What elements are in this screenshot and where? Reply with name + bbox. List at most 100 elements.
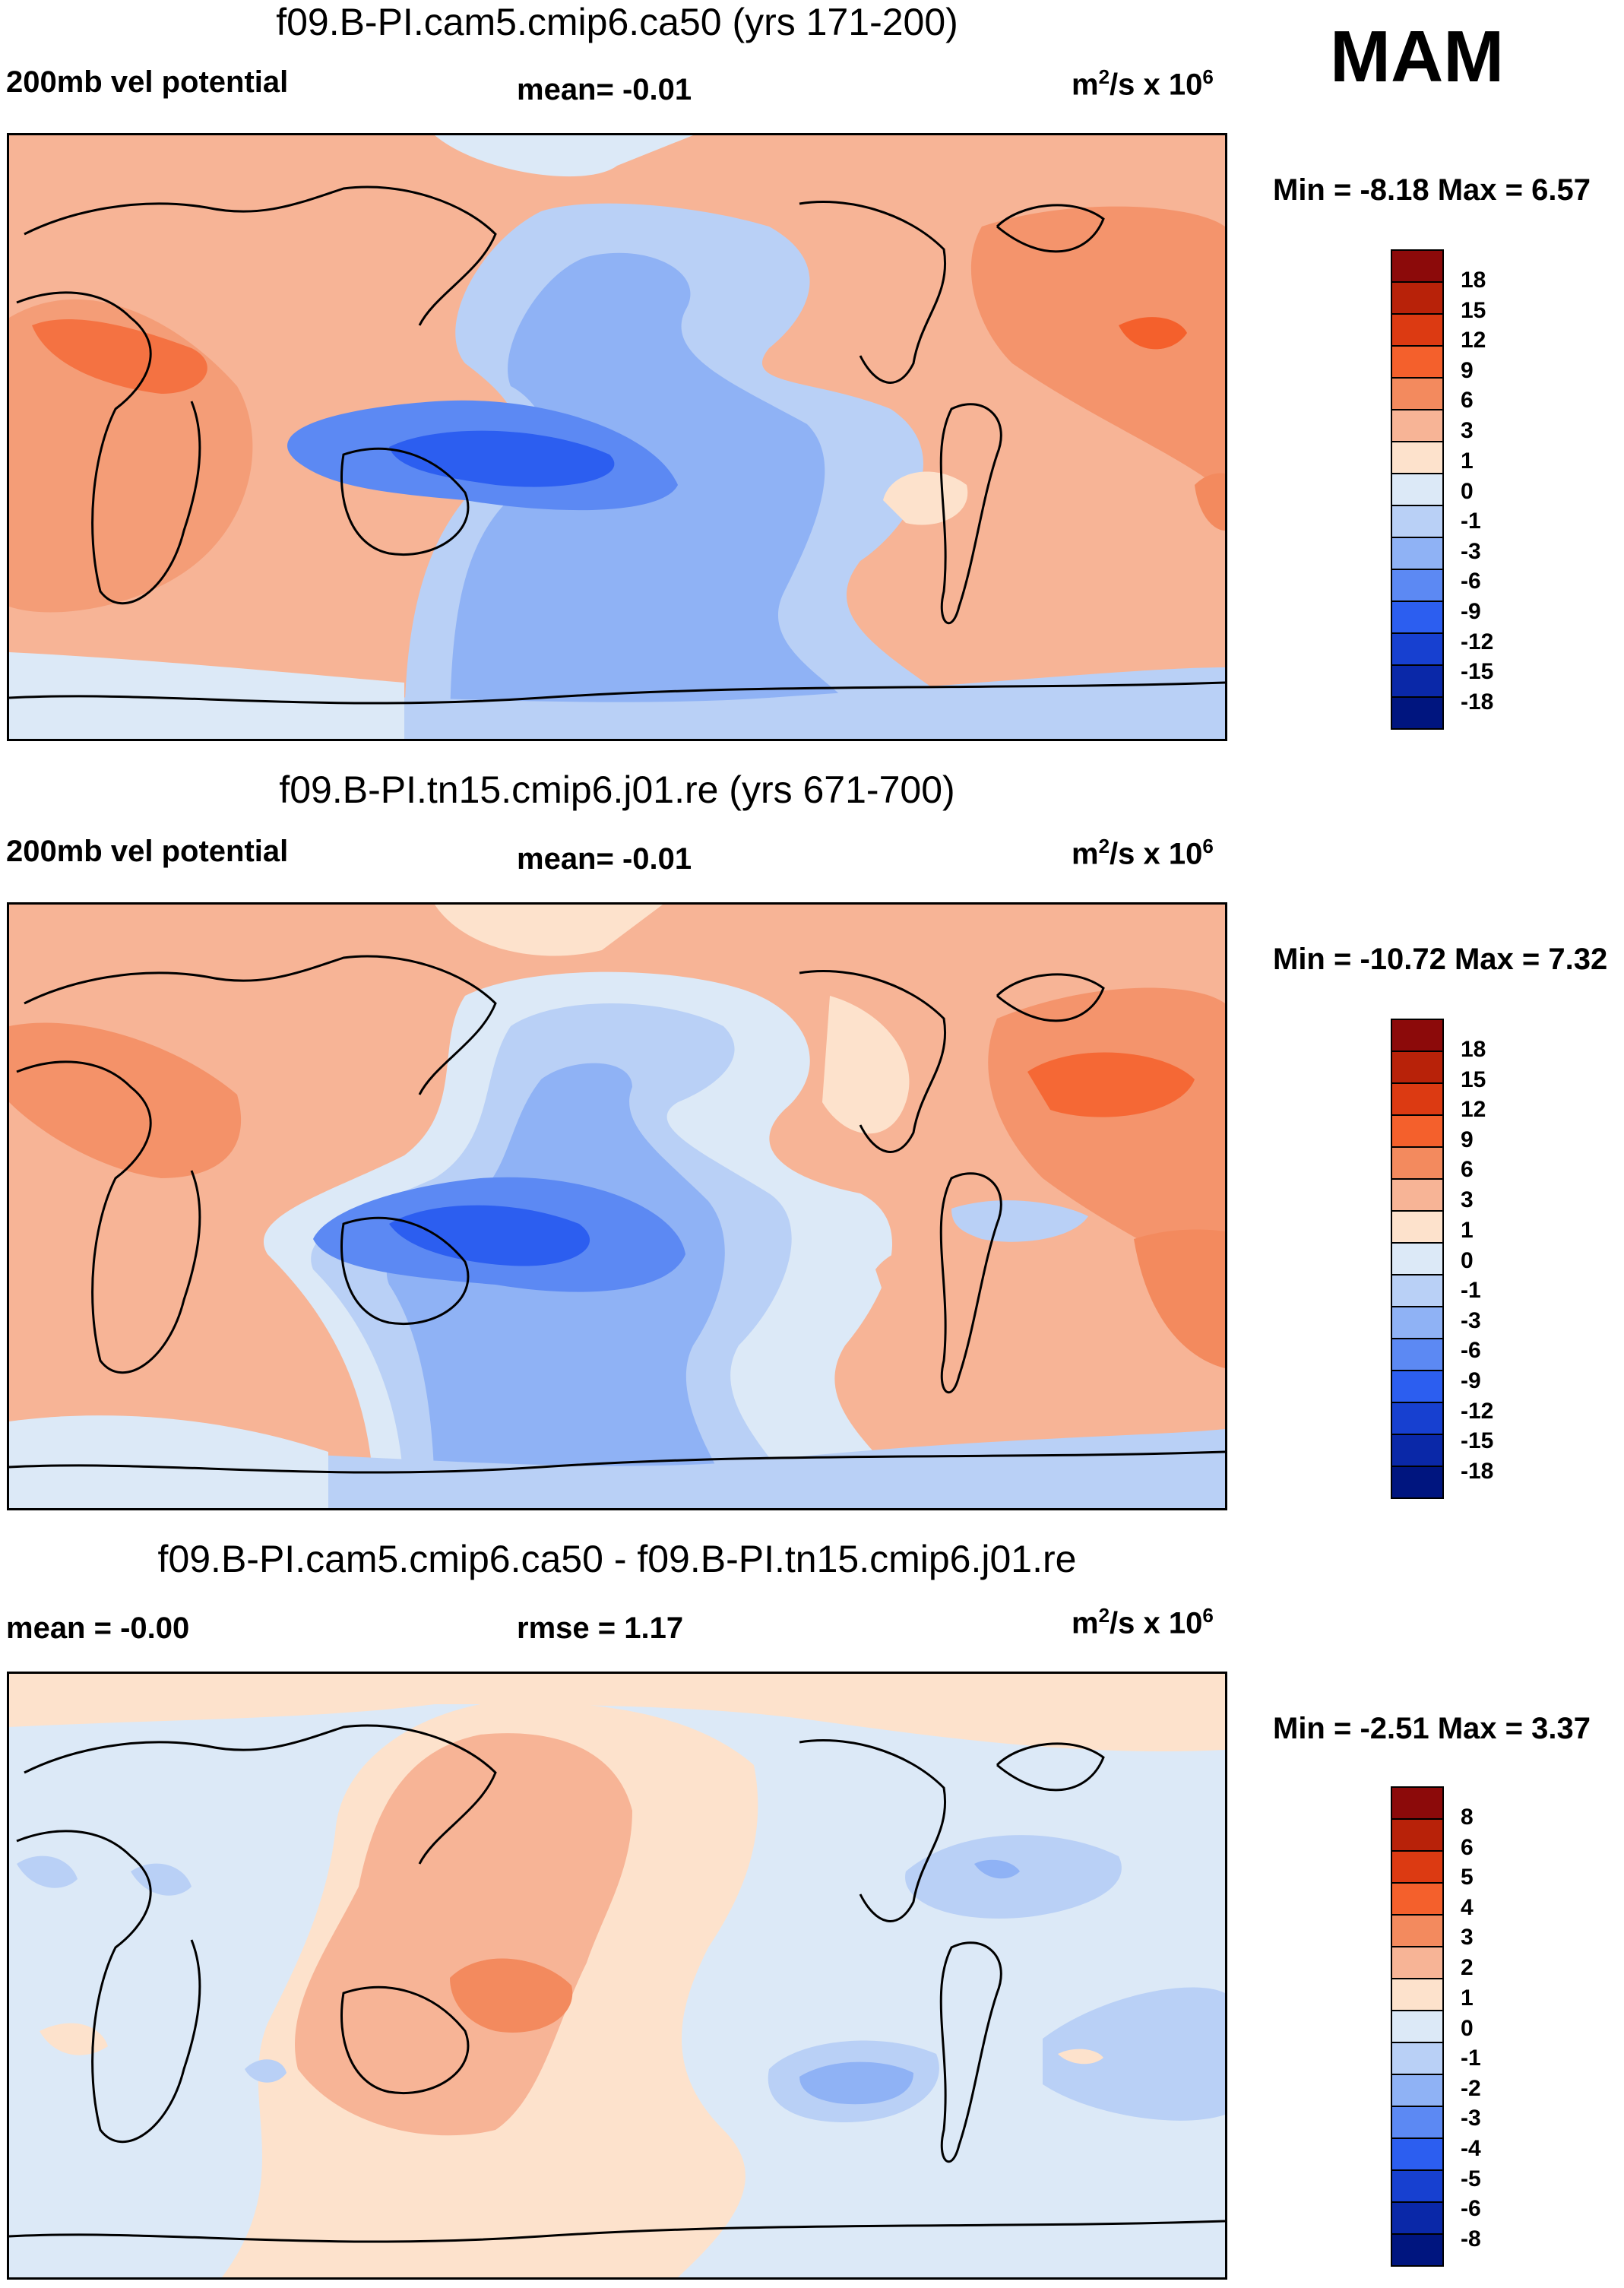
panel-1-colorbar-box bbox=[1392, 315, 1442, 347]
panel-2-coastlines bbox=[9, 955, 1225, 1474]
panel-2-colorbar-box bbox=[1392, 1116, 1442, 1148]
panel-1-colorbar-label: -3 bbox=[1461, 539, 1481, 564]
panel-3-colorbar-box bbox=[1392, 1820, 1442, 1852]
panel-1-colorbar-label: 6 bbox=[1461, 388, 1474, 413]
panel-3-colorbar-box bbox=[1392, 1884, 1442, 1916]
panel-1-colorbar-box bbox=[1392, 698, 1442, 728]
panel-3-colorbar-box bbox=[1392, 1788, 1442, 1820]
panel-3-colorbar-label: 1 bbox=[1461, 1985, 1474, 2011]
panel-1-colorbar-box bbox=[1392, 506, 1442, 538]
panel-2-colorbar-label: 6 bbox=[1461, 1157, 1474, 1182]
panel-1-colorbar-label: 3 bbox=[1461, 418, 1474, 443]
panel-3-mean-label: mean = -0.00 bbox=[6, 1611, 190, 1645]
panel-3-colorbar-label: -1 bbox=[1461, 2046, 1481, 2071]
panel-1-colorbar-box bbox=[1392, 379, 1442, 410]
panel-1-colorbar-box bbox=[1392, 602, 1442, 634]
panel-3-colorbar-label: 4 bbox=[1461, 1895, 1474, 1920]
panel-2-colorbar-label: -1 bbox=[1461, 1278, 1481, 1303]
panel-3-colorbar-box bbox=[1392, 1852, 1442, 1884]
panel-2-title: f09.B-PI.tn15.cmip6.j01.re (yrs 671-700) bbox=[279, 768, 955, 811]
panel-3-units-label: m2/s x 106 bbox=[1072, 1604, 1214, 1640]
panel-3-colorbar-label: -2 bbox=[1461, 2076, 1481, 2101]
panel-1-colorbar-box bbox=[1392, 666, 1442, 698]
panel-2-colorbar-box bbox=[1392, 1244, 1442, 1276]
panel-2-colorbar-box bbox=[1392, 1180, 1442, 1212]
panel-2-variable-label: 200mb vel potential bbox=[6, 835, 289, 868]
panel-3-minmax: Min = -2.51 Max = 3.37 bbox=[1273, 1712, 1591, 1745]
panel-2-colorbar-label: -12 bbox=[1461, 1399, 1494, 1424]
panel-2-colorbar-box bbox=[1392, 1052, 1442, 1084]
panel-3-colorbar-label: 2 bbox=[1461, 1955, 1474, 1980]
panel-2-colorbar-box bbox=[1392, 1435, 1442, 1467]
panel-3-colorbar-label: -3 bbox=[1461, 2106, 1481, 2131]
panel-2-map bbox=[7, 902, 1227, 1510]
panel-3-colorbar-label: -6 bbox=[1461, 2196, 1481, 2221]
panel-3-colorbar-box bbox=[1392, 2075, 1442, 2107]
panel-1-colorbar-box bbox=[1392, 538, 1442, 570]
panel-2-colorbar-box bbox=[1392, 1467, 1442, 1497]
panel-2-colorbar: 18 15 12 9 6 3 1 0 -1 -3 -6 -9 -12 -15 -… bbox=[1391, 1019, 1493, 1499]
panel-3-colorbar-box bbox=[1392, 2203, 1442, 2235]
panel-3-colorbar-box bbox=[1392, 2139, 1442, 2171]
panel-1-colorbar-label: 1 bbox=[1461, 448, 1474, 474]
panel-2-colorbar-box bbox=[1392, 1276, 1442, 1307]
panel-3-colorbar-box bbox=[1392, 2235, 1442, 2265]
panel-2-colorbar-label: 9 bbox=[1461, 1127, 1474, 1152]
panel-1-title: f09.B-PI.cam5.cmip6.ca50 (yrs 171-200) bbox=[276, 1, 958, 43]
panel-2-colorbar-label: 0 bbox=[1461, 1248, 1474, 1273]
panel-2-units-label: m2/s x 106 bbox=[1072, 835, 1214, 871]
panel-3-colorbar-label: 5 bbox=[1461, 1865, 1474, 1890]
panel-3-coastlines bbox=[9, 1724, 1225, 2243]
panel-1-colorbar-label: 9 bbox=[1461, 358, 1474, 383]
panel-2-colorbar-box bbox=[1392, 1148, 1442, 1180]
panel-3-colorbar-label: -4 bbox=[1461, 2136, 1481, 2161]
panel-1-coastlines bbox=[9, 185, 1225, 705]
panel-1-minmax: Min = -8.18 Max = 6.57 bbox=[1273, 173, 1591, 207]
panel-1-colorbar-label: 0 bbox=[1461, 479, 1474, 504]
panel-1-colorbar-box bbox=[1392, 251, 1442, 283]
panel-2-colorbar-label: -9 bbox=[1461, 1368, 1481, 1393]
panel-1-map bbox=[7, 133, 1227, 741]
panel-1-colorbar: 18 15 12 9 6 3 1 0 -1 -3 -6 -9 -12 -15 -… bbox=[1391, 249, 1493, 730]
panel-2-colorbar-box bbox=[1392, 1403, 1442, 1435]
panel-1-colorbar-box bbox=[1392, 283, 1442, 315]
panel-1-colorbar-label: -1 bbox=[1461, 509, 1481, 534]
panel-3-colorbar-box bbox=[1392, 2043, 1442, 2075]
season-label: MAM bbox=[1330, 16, 1505, 97]
panel-2-mean-label: mean= -0.01 bbox=[517, 842, 692, 876]
panel-3-rmse-label: rmse = 1.17 bbox=[517, 1611, 684, 1645]
panel-3-colorbar-label: -8 bbox=[1461, 2226, 1481, 2252]
panel-3-colorbar-label: 0 bbox=[1461, 2016, 1474, 2041]
panel-1-colorbar-box bbox=[1392, 442, 1442, 474]
panel-2-colorbar-box bbox=[1392, 1307, 1442, 1339]
panel-1-colorbar-label: 12 bbox=[1461, 328, 1486, 353]
panel-2-colorbar-box bbox=[1392, 1339, 1442, 1371]
panel-3-colorbar-box bbox=[1392, 1916, 1442, 1947]
panel-1-colorbar-box bbox=[1392, 474, 1442, 506]
panel-1-colorbar-label: -15 bbox=[1461, 659, 1494, 684]
panel-3-colorbar-label: -5 bbox=[1461, 2166, 1481, 2191]
panel-3-colorbar-box bbox=[1392, 2107, 1442, 2139]
panel-1-colorbar-box bbox=[1392, 570, 1442, 602]
panel-1-colorbar-label: 18 bbox=[1461, 268, 1486, 293]
panel-2-colorbar-box bbox=[1392, 1371, 1442, 1403]
panel-1-colorbar-label: -6 bbox=[1461, 569, 1481, 594]
panel-2-colorbar-label: 15 bbox=[1461, 1067, 1486, 1092]
panel-2-colorbar-box bbox=[1392, 1084, 1442, 1116]
panel-3-title: f09.B-PI.cam5.cmip6.ca50 - f09.B-PI.tn15… bbox=[157, 1538, 1077, 1580]
panel-2-colorbar-box bbox=[1392, 1020, 1442, 1052]
panel-1-colorbar-box bbox=[1392, 347, 1442, 379]
panel-1-colorbar-box bbox=[1392, 634, 1442, 666]
panel-2-colorbar-label: 1 bbox=[1461, 1218, 1474, 1243]
panel-2-colorbar-label: -15 bbox=[1461, 1428, 1494, 1453]
panel-1-mean-label: mean= -0.01 bbox=[517, 73, 692, 106]
panel-3-colorbar-box bbox=[1392, 1979, 1442, 2011]
panel-2-minmax: Min = -10.72 Max = 7.32 bbox=[1273, 943, 1608, 976]
panel-3-map bbox=[7, 1672, 1227, 2280]
panel-1-colorbar-label: -9 bbox=[1461, 599, 1481, 624]
panel-2-colorbar-label: -18 bbox=[1461, 1459, 1494, 1484]
panel-3-colorbar-box bbox=[1392, 2171, 1442, 2203]
panel-3-colorbar-box bbox=[1392, 1947, 1442, 1979]
panel-1-colorbar-label: -12 bbox=[1461, 629, 1494, 654]
panel-1-colorbar-label: -18 bbox=[1461, 689, 1494, 715]
